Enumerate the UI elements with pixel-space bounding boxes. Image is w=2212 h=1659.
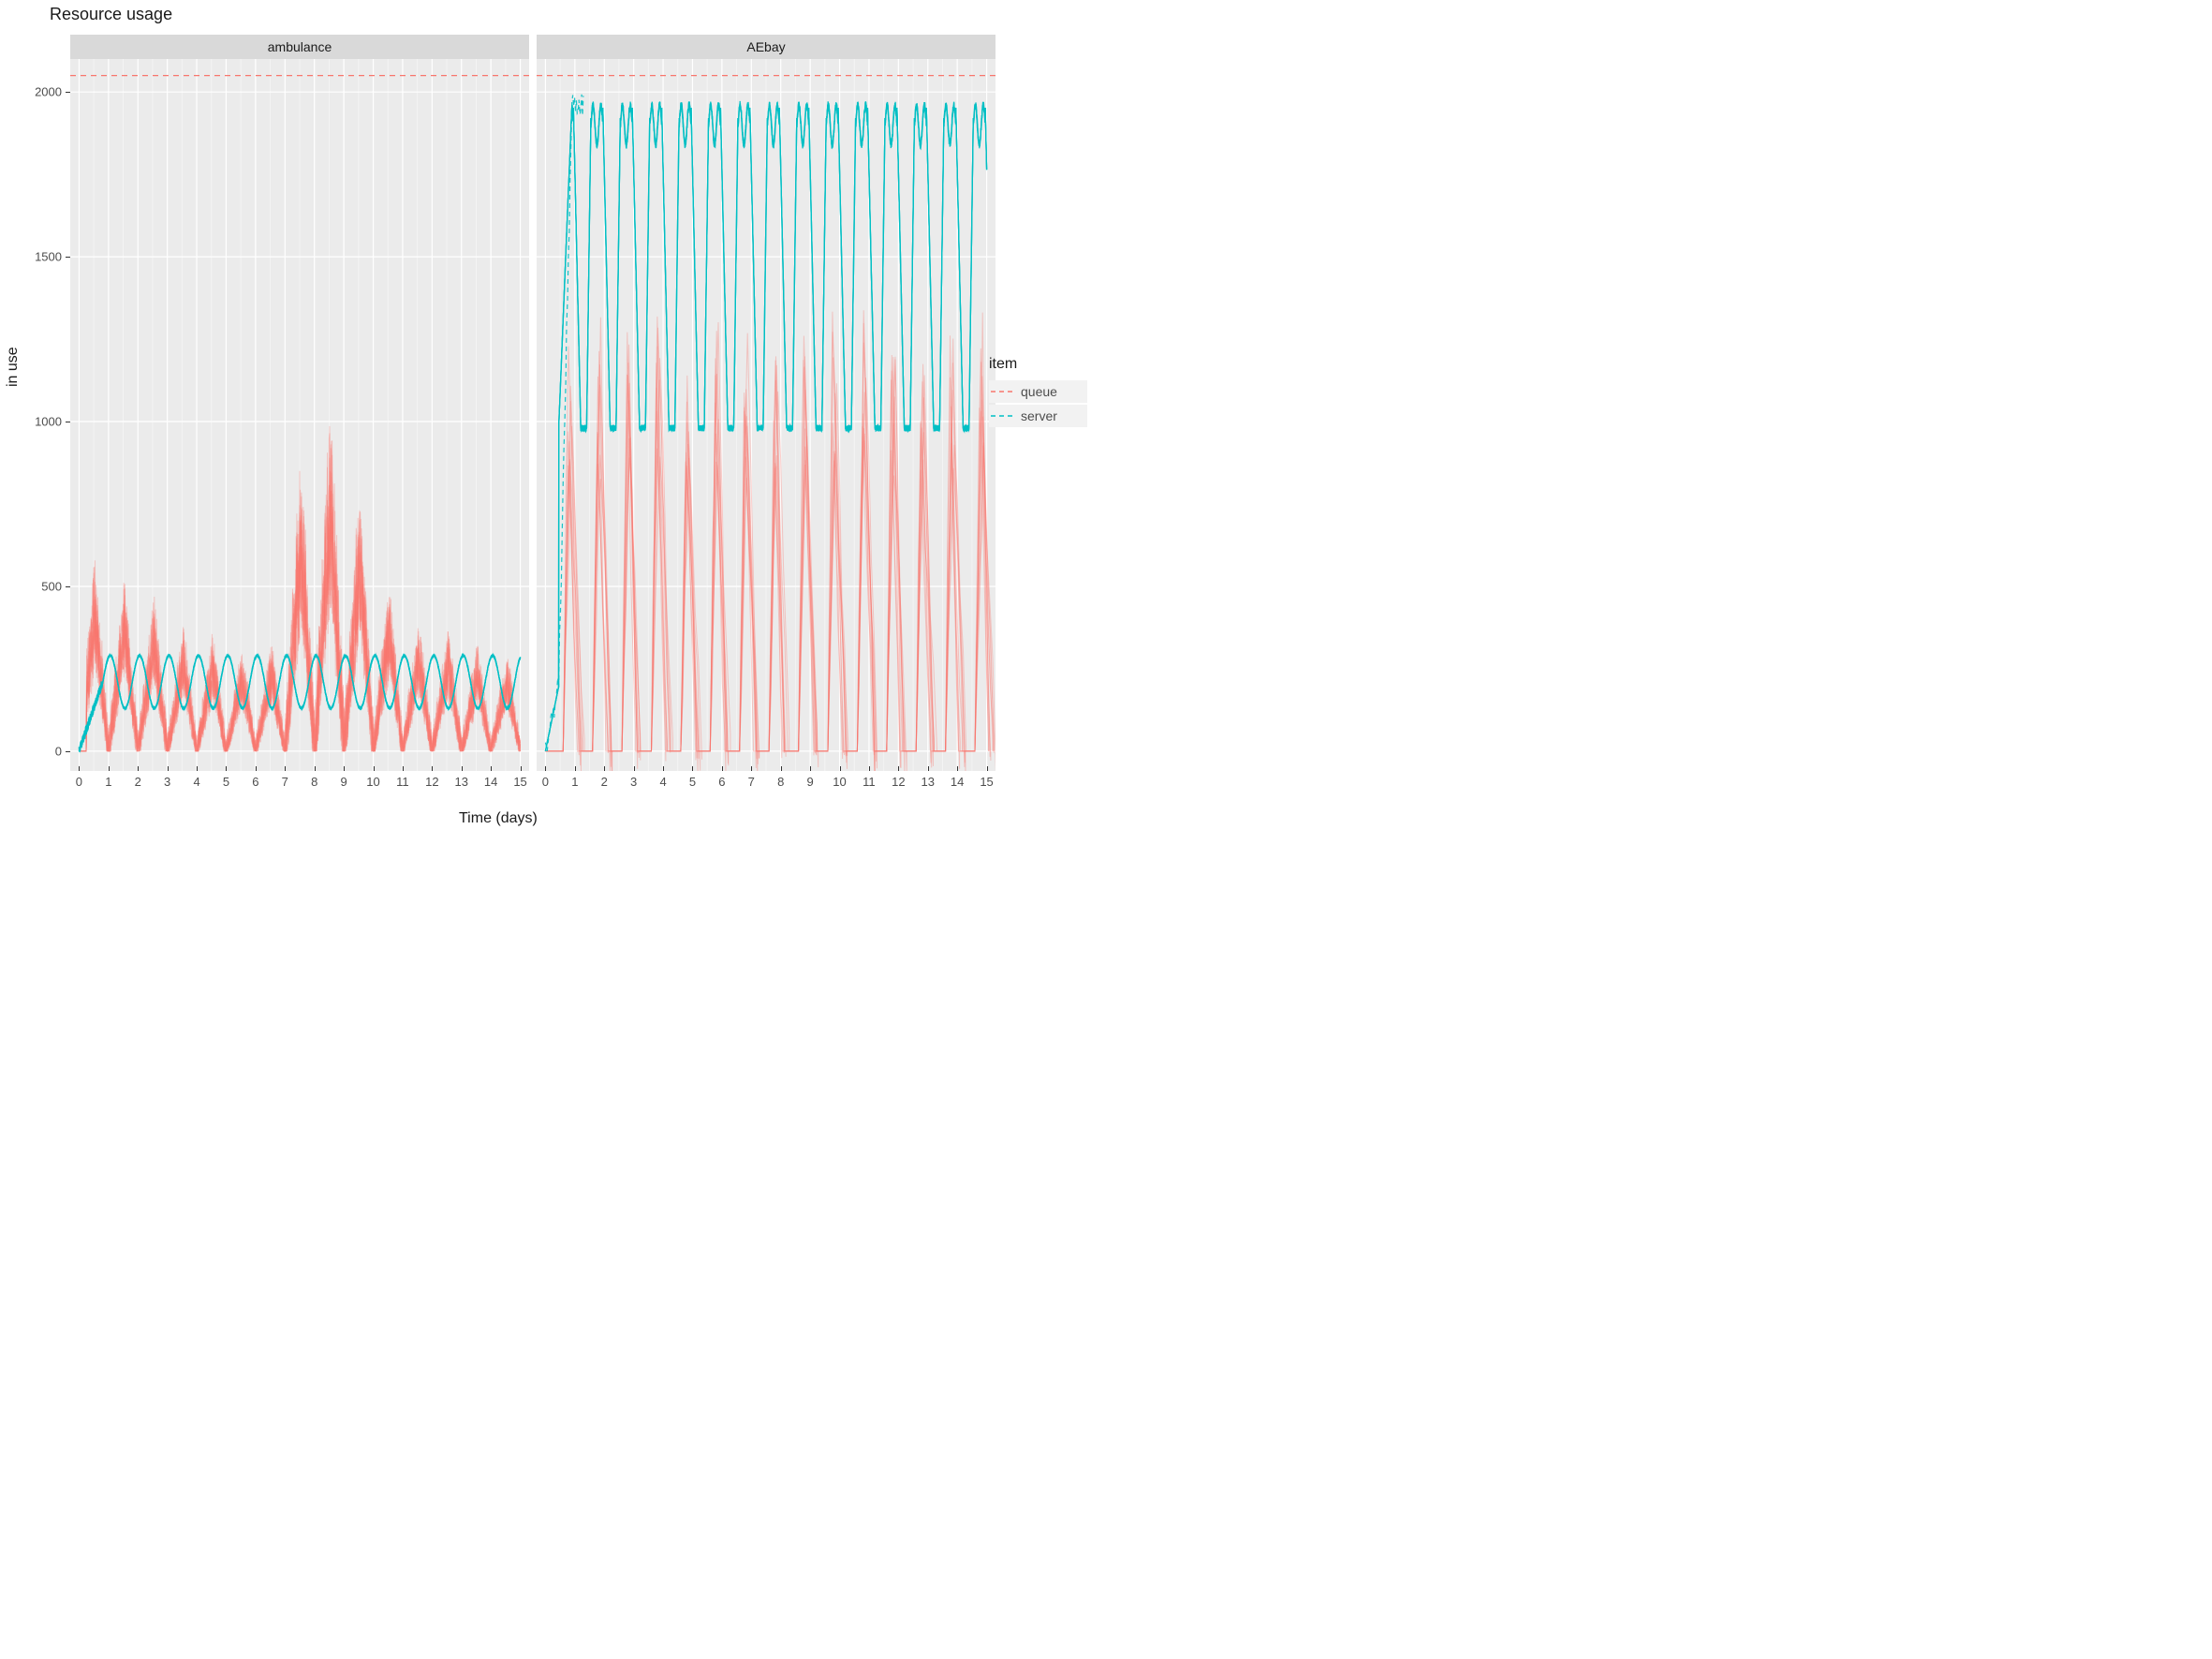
y-tick-label: 1500 (3, 250, 62, 264)
facet-strip-ambulance: ambulance (70, 35, 529, 59)
chart-container: Resource usage in use Time (days) ambula… (0, 0, 1106, 829)
y-tick-label: 2000 (3, 85, 62, 99)
x-tick-label: 6 (718, 775, 725, 789)
chart-title: Resource usage (50, 5, 172, 24)
legend-key-queue (989, 380, 1015, 403)
x-tick-label: 11 (863, 775, 876, 789)
x-tick-label: 0 (542, 775, 549, 789)
x-tick-label: 1 (571, 775, 578, 789)
legend-item-server: server (989, 405, 1087, 427)
x-tick-label: 1 (105, 775, 111, 789)
x-tick-label: 14 (951, 775, 964, 789)
x-tick-label: 15 (980, 775, 993, 789)
x-tick-label: 13 (922, 775, 935, 789)
x-tick-label: 4 (193, 775, 199, 789)
legend-label-queue: queue (1021, 384, 1057, 399)
x-tick-label: 7 (748, 775, 755, 789)
x-tick-label: 11 (396, 775, 409, 789)
legend-label-server: server (1021, 408, 1057, 423)
x-tick-label: 14 (484, 775, 497, 789)
x-axis-label: Time (days) (459, 810, 538, 827)
x-tick-label: 5 (223, 775, 229, 789)
legend-title: item (989, 356, 1087, 373)
x-tick-label: 12 (425, 775, 438, 789)
panel-aebay (537, 59, 995, 771)
x-tick-label: 2 (601, 775, 608, 789)
x-tick-label: 8 (311, 775, 317, 789)
x-tick-label: 7 (282, 775, 288, 789)
y-tick-label: 500 (3, 579, 62, 593)
x-tick-label: 5 (689, 775, 696, 789)
x-tick-label: 13 (455, 775, 468, 789)
x-tick-label: 3 (164, 775, 170, 789)
legend-key-server (989, 405, 1015, 427)
x-tick-label: 4 (659, 775, 666, 789)
x-tick-label: 3 (630, 775, 637, 789)
y-tick-label: 1000 (3, 415, 62, 429)
x-tick-label: 0 (76, 775, 82, 789)
x-tick-label: 15 (513, 775, 526, 789)
legend: item queue server (989, 356, 1087, 429)
x-tick-label: 9 (806, 775, 813, 789)
x-axis-ticks-panel1: 0123456789101112131415 (70, 771, 529, 799)
x-axis-ticks-panel2: 0123456789101112131415 (537, 771, 995, 799)
x-tick-label: 9 (340, 775, 347, 789)
x-tick-label: 2 (135, 775, 141, 789)
x-tick-label: 6 (252, 775, 258, 789)
y-tick-label: 0 (3, 744, 62, 758)
x-tick-label: 12 (892, 775, 905, 789)
y-axis-ticks: 0 500 1000 1500 2000 (0, 59, 66, 771)
legend-item-queue: queue (989, 380, 1087, 403)
facet-strip-aebay: AEbay (537, 35, 995, 59)
panel-ambulance (70, 59, 529, 771)
x-tick-label: 10 (833, 775, 846, 789)
x-tick-label: 10 (366, 775, 379, 789)
x-tick-label: 8 (777, 775, 784, 789)
